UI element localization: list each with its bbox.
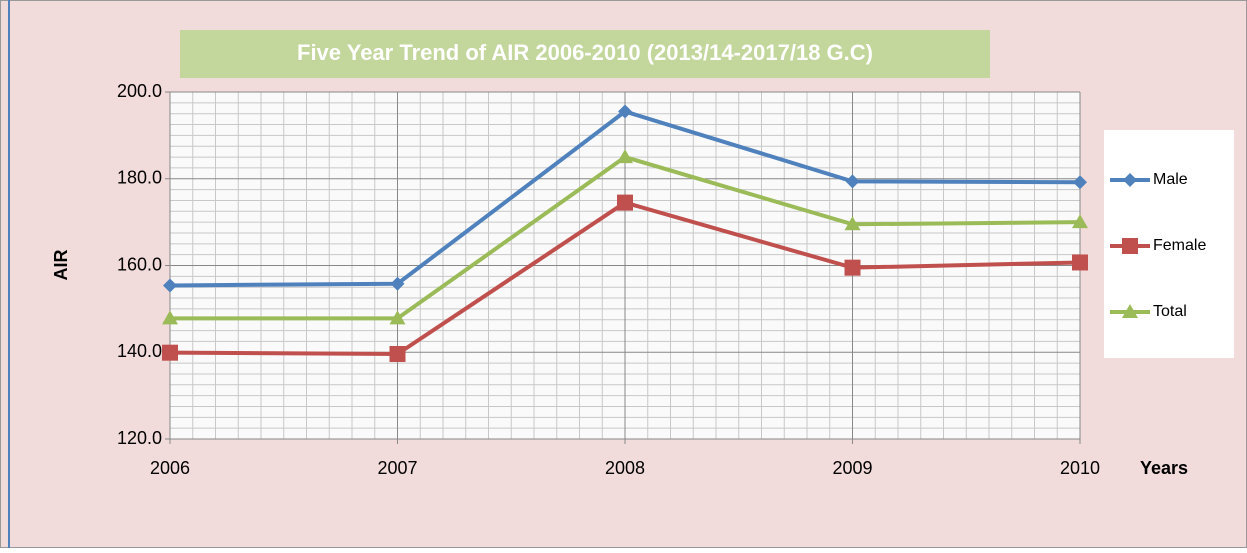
marker — [617, 194, 633, 211]
x-tick-label: 2009 — [832, 458, 872, 478]
marker — [1073, 175, 1087, 190]
x-tick-label: 2006 — [150, 458, 190, 478]
marker — [389, 345, 406, 362]
marker — [1072, 254, 1088, 271]
chart-title: Five Year Trend of AIR 2006-2010 (2013/1… — [297, 40, 873, 65]
marker — [162, 344, 178, 361]
x-tick-label: 2007 — [377, 458, 417, 478]
x-tick-label: 2008 — [605, 458, 645, 478]
marker — [618, 104, 632, 119]
marker — [162, 310, 178, 325]
marker — [389, 310, 406, 325]
title-box — [180, 30, 990, 78]
x-tick-label: 2010 — [1060, 458, 1100, 478]
x-axis-label: Years — [1140, 458, 1188, 478]
y-tick-label: 140.0 — [117, 341, 162, 361]
y-tick-label: 120.0 — [117, 428, 162, 448]
marker — [1122, 238, 1138, 254]
marker — [390, 276, 405, 291]
marker — [1122, 304, 1138, 318]
legend-label: Male — [1153, 171, 1188, 188]
marker — [163, 278, 177, 293]
marker — [1123, 173, 1137, 187]
marker — [617, 149, 633, 164]
legend-label: Female — [1153, 237, 1206, 254]
marker — [1072, 214, 1088, 229]
marker — [845, 174, 860, 189]
marker — [844, 259, 861, 276]
legend-label: Total — [1153, 303, 1187, 320]
y-tick-label: 180.0 — [117, 168, 162, 188]
y-axis-label: AIR — [51, 250, 71, 281]
marker — [844, 216, 861, 231]
y-tick-label: 160.0 — [117, 254, 162, 274]
y-tick-label: 200.0 — [117, 81, 162, 101]
